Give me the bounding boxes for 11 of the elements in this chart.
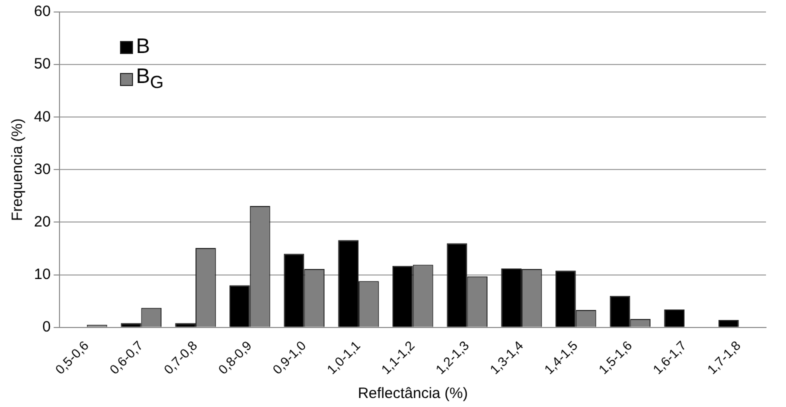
legend-label: B$_{G}$ bbox=[136, 64, 164, 94]
y-tick-label: 10 bbox=[34, 266, 51, 283]
y-tick-label: 0 bbox=[42, 318, 51, 336]
y-tick-label: 20 bbox=[34, 213, 51, 230]
y-tick-label: 30 bbox=[34, 160, 51, 178]
y-tick-label: 40 bbox=[34, 108, 51, 126]
y-tick-label: 50 bbox=[34, 56, 51, 73]
legend-label: B bbox=[136, 34, 150, 60]
x-axis-title: Reflectância (%) bbox=[358, 385, 468, 402]
y-tick-label: 60 bbox=[34, 3, 51, 20]
y-axis-title: Frequencia (%) bbox=[9, 118, 26, 221]
